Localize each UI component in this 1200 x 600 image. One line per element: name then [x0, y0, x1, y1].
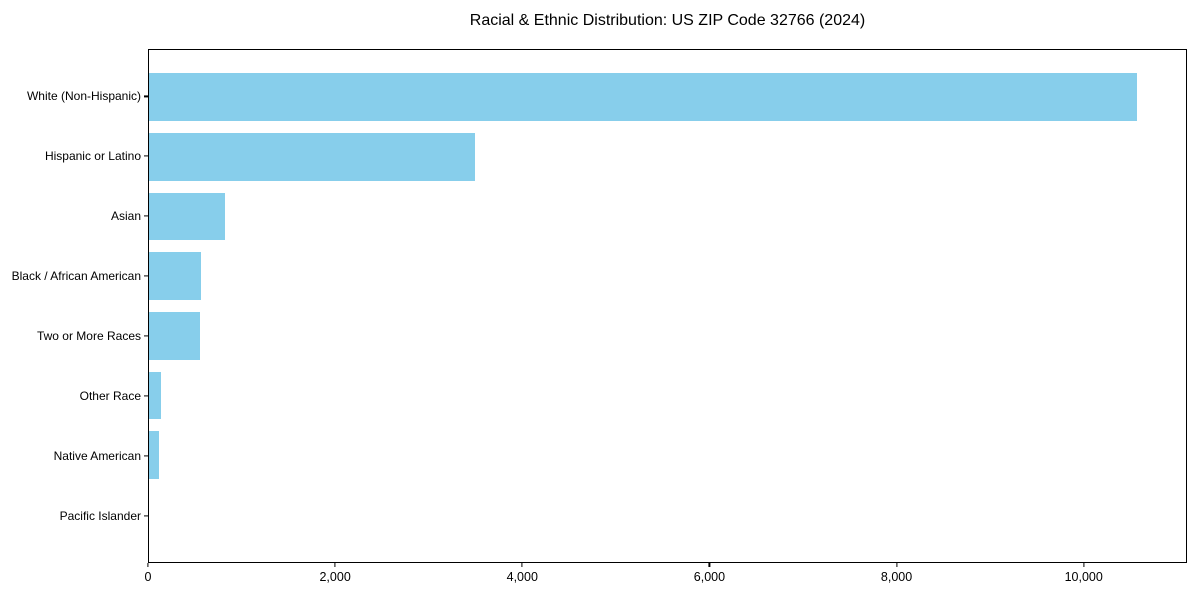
- y-axis-tick-asian: [144, 215, 148, 217]
- y-axis-label-white-non-hispanic: White (Non-Hispanic): [26, 89, 141, 104]
- plot-area: [148, 49, 1187, 563]
- bar-hispanic-or-latino: [149, 132, 475, 181]
- bar-black-african-american: [149, 252, 202, 301]
- y-axis-label-two-or-more-races: Two or More Races: [36, 328, 141, 343]
- x-axis-tick-4000: [521, 563, 523, 567]
- y-axis-label-asian: Asian: [110, 209, 141, 224]
- y-axis-tick-hispanic-or-latino: [144, 155, 148, 157]
- y-axis-tick-pacific-islander: [144, 515, 148, 517]
- y-axis-label-hispanic-or-latino: Hispanic or Latino: [44, 149, 141, 164]
- x-axis-tick-label-2000: 2,000: [319, 570, 351, 584]
- bar-white-non-hispanic: [149, 73, 1137, 121]
- y-axis-tick-white-non-hispanic: [144, 95, 148, 97]
- bar-asian: [149, 192, 226, 241]
- chart-title: Racial & Ethnic Distribution: US ZIP Cod…: [469, 12, 866, 29]
- x-axis-tick-label-0: 0: [144, 570, 152, 584]
- x-axis-tick-2000: [334, 563, 336, 567]
- x-axis-tick-label-4000: 4,000: [506, 570, 538, 584]
- x-axis-tick-6000: [708, 563, 710, 567]
- y-axis-label-other-race: Other Race: [79, 388, 141, 403]
- bar-two-or-more-races: [149, 311, 200, 360]
- y-axis-label-pacific-islander: Pacific Islander: [59, 508, 141, 523]
- x-axis-tick-label-6000: 6,000: [693, 570, 726, 584]
- x-axis-tick-label-10000: 10,000: [1064, 570, 1103, 584]
- y-axis-label-black-african-american: Black / African American: [11, 269, 141, 284]
- y-axis-label-native-american: Native American: [53, 448, 141, 463]
- x-axis-tick-label-8000: 8,000: [880, 570, 913, 584]
- y-axis-tick-other-race: [144, 395, 148, 397]
- bar-native-american: [149, 431, 160, 480]
- x-axis-tick-10000: [1083, 563, 1085, 567]
- bar-other-race: [149, 371, 162, 420]
- y-axis-tick-two-or-more-races: [144, 335, 148, 337]
- y-axis-tick-black-african-american: [144, 275, 148, 277]
- x-axis-tick-8000: [895, 563, 898, 567]
- x-axis-tick-0: [147, 563, 149, 567]
- y-axis-tick-native-american: [144, 455, 148, 457]
